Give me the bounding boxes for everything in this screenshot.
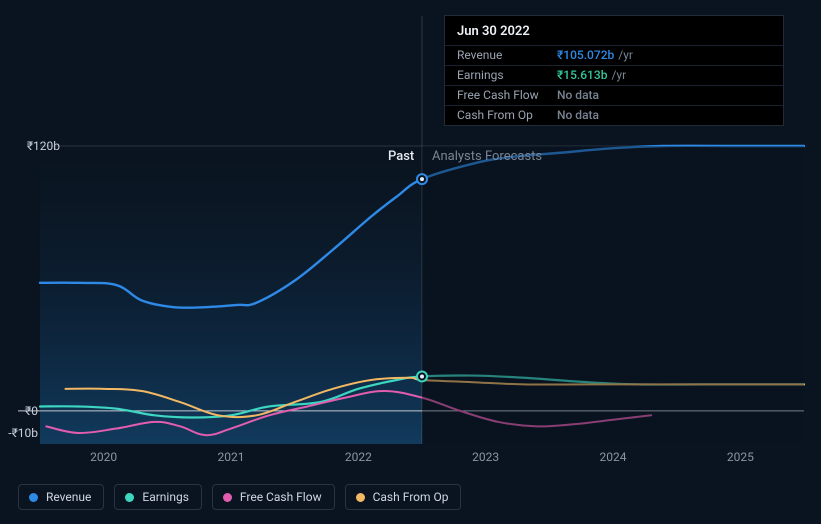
tooltip-row: Earnings₹15.613b/yr [445,65,783,85]
tooltip-rows: Revenue₹105.072b/yrEarnings₹15.613b/yrFr… [445,45,783,125]
legend-item-cfo[interactable]: Cash From Op [345,484,462,510]
legend: Revenue Earnings Free Cash Flow Cash From O… [18,484,461,510]
legend-swatch [223,493,232,502]
tooltip-row-label: Cash From Op [457,108,557,122]
tooltip-row-value: No data [557,88,599,102]
tooltip-row: Revenue₹105.072b/yr [445,45,783,65]
tooltip-row: Cash From OpNo data [445,105,783,125]
legend-swatch [356,493,365,502]
tooltip-date: Jun 30 2022 [445,16,783,45]
tooltip-row-label: Free Cash Flow [457,88,557,102]
tooltip-row-unit: /yr [611,68,626,82]
tooltip-row-label: Earnings [457,68,557,82]
legend-item-fcf[interactable]: Free Cash Flow [212,484,335,510]
x-axis-label: 2023 [472,450,499,464]
legend-swatch [29,493,38,502]
x-axis-label: 2020 [90,450,117,464]
y-axis-label: -₹10b [0,426,38,440]
tooltip-row-value: ₹105.072b [557,48,614,62]
region-label-forecast: Analysts Forecasts [432,149,542,164]
cursor-point-dot [420,177,424,181]
x-axis-label: 2024 [600,450,627,464]
legend-label: Earnings [142,490,189,504]
legend-item-earnings[interactable]: Earnings [114,484,202,510]
region-label-past: Past [388,149,414,164]
y-axis-label: ₹120b [0,139,60,153]
forecast-overlay [422,146,804,444]
past-region-bg [40,146,422,444]
tooltip-row: Free Cash FlowNo data [445,85,783,105]
legend-label: Free Cash Flow [240,490,322,504]
legend-label: Cash From Op [373,490,449,504]
x-axis-label: 2025 [727,450,754,464]
tooltip-row-unit: /yr [618,48,633,62]
tooltip-row-value: ₹15.613b [557,68,607,82]
tooltip-row-label: Revenue [457,48,557,62]
cursor-point-dot [420,374,424,378]
legend-label: Revenue [46,490,91,504]
tooltip-row-value: No data [557,108,599,122]
x-axis-label: 2022 [345,450,372,464]
y-axis-label: ₹0 [0,404,38,418]
legend-item-revenue[interactable]: Revenue [18,484,104,510]
legend-swatch [125,493,134,502]
x-axis-label: 2021 [218,450,245,464]
chart-tooltip: Jun 30 2022 Revenue₹105.072b/yrEarnings₹… [444,15,784,126]
